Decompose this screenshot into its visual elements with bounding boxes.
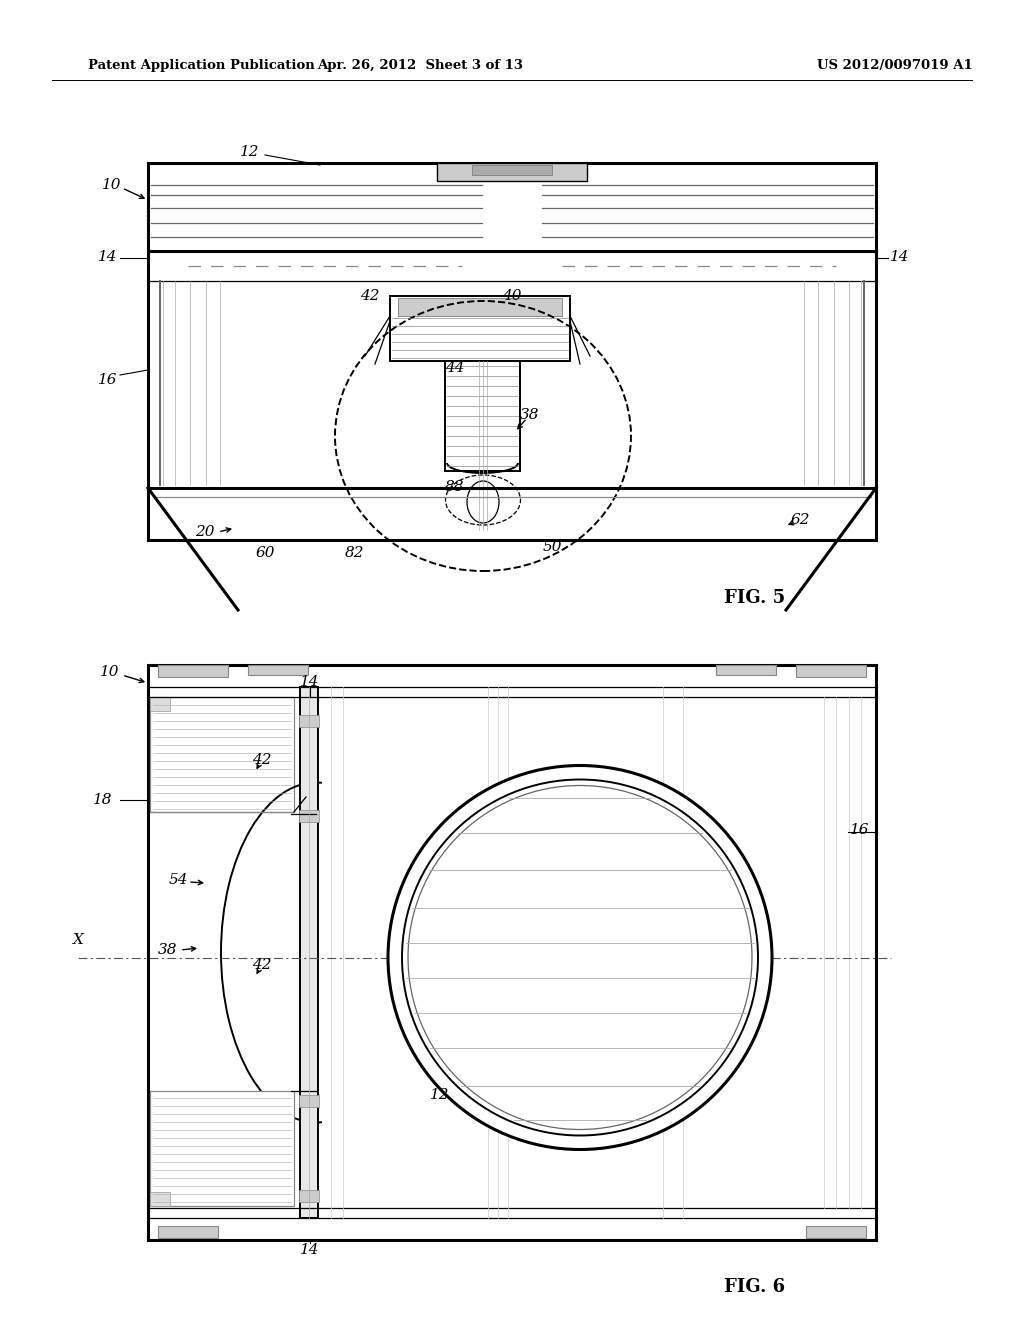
Bar	[299, 810, 319, 822]
Text: 36: 36	[575, 833, 595, 847]
Text: 42: 42	[252, 958, 271, 972]
Text: 16: 16	[850, 822, 869, 837]
Text: 54: 54	[168, 873, 187, 887]
Bar	[248, 665, 308, 675]
Text: 60: 60	[255, 546, 274, 560]
Text: 42: 42	[360, 289, 380, 304]
Text: 14: 14	[300, 675, 319, 689]
Bar	[716, 665, 776, 675]
Bar	[158, 1226, 218, 1238]
Circle shape	[402, 780, 758, 1135]
Bar	[150, 1092, 294, 1206]
Bar	[300, 686, 318, 1218]
Bar	[587, 672, 623, 686]
Bar	[158, 665, 228, 677]
Text: 40: 40	[502, 289, 522, 304]
Bar	[148, 162, 876, 540]
Bar	[465, 672, 501, 686]
Bar	[398, 298, 562, 315]
Bar	[299, 1191, 319, 1203]
Bar	[299, 715, 319, 727]
Bar	[150, 697, 170, 711]
Bar	[150, 1192, 170, 1206]
Text: 14: 14	[98, 249, 118, 264]
Bar	[342, 672, 378, 686]
Circle shape	[408, 785, 752, 1130]
Bar	[437, 162, 587, 181]
Text: 38: 38	[520, 408, 540, 422]
Text: 14: 14	[300, 1243, 319, 1257]
Text: 10: 10	[100, 665, 120, 678]
Text: 38: 38	[159, 942, 178, 957]
Circle shape	[388, 766, 772, 1150]
Text: FIG. 6: FIG. 6	[724, 1278, 785, 1296]
Text: 12: 12	[430, 1088, 450, 1102]
Text: 44: 44	[445, 360, 465, 375]
Bar	[796, 665, 866, 677]
Text: Apr. 26, 2012  Sheet 3 of 13: Apr. 26, 2012 Sheet 3 of 13	[317, 58, 523, 71]
Text: 14: 14	[890, 249, 909, 264]
Bar	[390, 296, 570, 360]
Bar	[148, 665, 876, 1239]
Text: 62: 62	[791, 513, 810, 527]
Bar	[472, 165, 552, 176]
Text: 20: 20	[196, 525, 215, 539]
Bar	[445, 360, 520, 471]
Bar	[299, 1096, 319, 1107]
Text: 50: 50	[543, 540, 562, 554]
Text: Patent Application Publication: Patent Application Publication	[88, 58, 314, 71]
Text: 16: 16	[98, 374, 118, 387]
Text: US 2012/0097019 A1: US 2012/0097019 A1	[817, 58, 973, 71]
Text: X: X	[73, 932, 83, 946]
Bar	[150, 697, 294, 812]
Text: 10: 10	[102, 178, 122, 191]
Bar	[262, 672, 298, 686]
Text: 88: 88	[445, 480, 465, 494]
Text: 82: 82	[345, 546, 365, 560]
Text: FIG. 5: FIG. 5	[724, 589, 785, 607]
Ellipse shape	[445, 475, 520, 525]
Ellipse shape	[467, 480, 499, 523]
Text: 42: 42	[252, 752, 271, 767]
Bar	[806, 1226, 866, 1238]
Text: 18: 18	[93, 793, 113, 807]
Text: 12: 12	[241, 145, 260, 158]
Text: 40: 40	[539, 953, 558, 968]
